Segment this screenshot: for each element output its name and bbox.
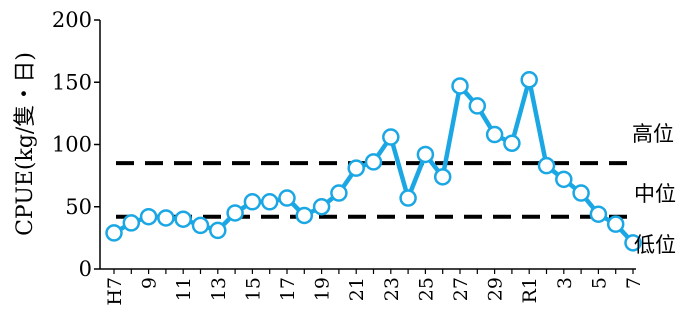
x-tick-label: 3 bbox=[554, 277, 576, 289]
data-point bbox=[347, 159, 365, 177]
x-tick-label: 17 bbox=[277, 277, 299, 301]
level-label-low: 低位 bbox=[634, 233, 676, 257]
data-point bbox=[312, 198, 331, 216]
x-tick-label: 7 bbox=[623, 277, 645, 289]
data-point bbox=[555, 170, 573, 189]
level-label-high: 高位 bbox=[632, 122, 674, 146]
data-point bbox=[209, 221, 227, 240]
data-point bbox=[433, 168, 452, 186]
data-point bbox=[451, 77, 469, 95]
data-point bbox=[191, 216, 210, 235]
series-layer bbox=[105, 71, 642, 252]
data-point bbox=[364, 153, 383, 171]
data-point bbox=[330, 184, 348, 202]
x-tick-label: 25 bbox=[415, 277, 437, 301]
data-point bbox=[157, 209, 175, 227]
data-point bbox=[278, 189, 296, 207]
data-point bbox=[520, 71, 538, 89]
axes bbox=[94, 19, 636, 274]
y-axis-label: CPUE(kg/隻・日) bbox=[13, 52, 38, 236]
data-point bbox=[139, 207, 158, 226]
data-point bbox=[503, 134, 521, 153]
data-point bbox=[416, 145, 435, 164]
y-tick-label: 200 bbox=[52, 8, 92, 32]
x-tick-label: 29 bbox=[485, 277, 507, 301]
data-point bbox=[468, 97, 487, 115]
data-point bbox=[382, 128, 400, 146]
data-point bbox=[399, 189, 417, 207]
data-point bbox=[485, 125, 504, 144]
data-point bbox=[226, 204, 244, 222]
level-label-mid: 中位 bbox=[634, 182, 676, 206]
x-tick-label: 21 bbox=[346, 277, 368, 301]
x-tick-label: 19 bbox=[312, 277, 334, 301]
data-point bbox=[295, 206, 314, 225]
x-tick-label: R1 bbox=[519, 277, 541, 303]
data-point bbox=[589, 205, 608, 223]
y-tick-label: 0 bbox=[79, 257, 92, 281]
y-tick-label: 150 bbox=[52, 70, 92, 94]
x-tick-label: 11 bbox=[173, 277, 195, 301]
x-tick-label: 23 bbox=[381, 277, 403, 301]
data-point bbox=[606, 215, 625, 233]
data-point bbox=[105, 224, 123, 242]
data-point bbox=[624, 234, 642, 252]
y-tick-label: 100 bbox=[52, 133, 92, 157]
data-point bbox=[572, 184, 590, 202]
data-point bbox=[537, 156, 556, 175]
y-tick-label: 50 bbox=[65, 195, 92, 219]
x-tick-label: 15 bbox=[242, 277, 264, 301]
data-point bbox=[174, 210, 192, 228]
x-tick-label: 5 bbox=[588, 277, 610, 289]
x-tick-label: H7 bbox=[104, 277, 126, 306]
tick-labels: 0 50 100 150 200 H7 9 11 13 15 17 19 21 23 25 27 29 R1 3 5 7 bbox=[52, 8, 645, 306]
data-point bbox=[243, 193, 262, 211]
x-tick-label: 13 bbox=[208, 277, 230, 301]
data-point bbox=[260, 193, 279, 211]
x-tick-label: 9 bbox=[139, 277, 161, 289]
data-point bbox=[122, 214, 141, 232]
x-tick-label: 27 bbox=[450, 277, 472, 301]
